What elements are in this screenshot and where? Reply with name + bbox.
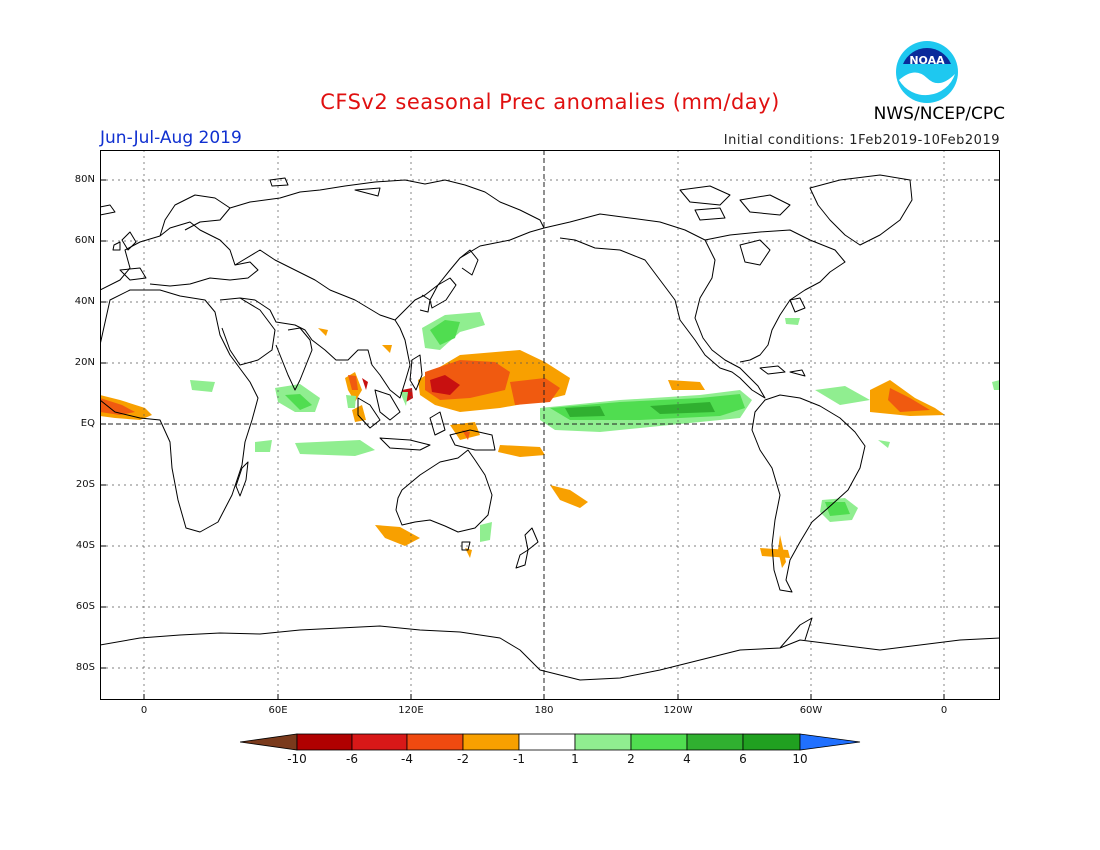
colorbar xyxy=(240,733,861,751)
dry-anomaly-light xyxy=(100,328,945,568)
colorbar-label: 4 xyxy=(683,752,691,766)
season-label: Jun-Jul-Aug 2019 xyxy=(100,128,242,148)
map-title-text: CFSv2 seasonal Prec anomalies (mm/day) xyxy=(320,90,780,114)
colorbar-label: 6 xyxy=(739,752,747,766)
lat-label-eq: EQ xyxy=(80,418,95,429)
colorbar-right-arrow xyxy=(799,733,861,751)
lat-label-60s: 60S xyxy=(75,601,95,612)
lon-label-60w: 60W xyxy=(799,705,823,716)
lat-label-20s: 20S xyxy=(75,479,95,490)
lat-label-40n: 40N xyxy=(74,296,95,307)
lon-label-120e: 120E xyxy=(398,705,424,716)
lat-label-80s: 80S xyxy=(75,662,95,673)
noaa-logo: NOAA xyxy=(896,41,958,103)
lon-label-120w: 120W xyxy=(663,705,693,716)
colorbar-label: -2 xyxy=(457,752,469,766)
precip-anomaly-map xyxy=(100,150,1000,700)
agency-label: NWS/NCEP/CPC xyxy=(873,104,1005,124)
lon-label-60e: 60E xyxy=(268,705,288,716)
lat-label-40s: 40S xyxy=(75,540,95,551)
map-title: CFSv2 seasonal Prec anomalies (mm/day) xyxy=(0,90,1100,114)
lat-label-20n: 20N xyxy=(74,357,95,368)
lat-label-60n: 60N xyxy=(74,235,95,246)
colorbar-label: 2 xyxy=(627,752,635,766)
lon-label-180: 180 xyxy=(534,705,554,716)
colorbar-label: -6 xyxy=(346,752,358,766)
initial-conditions-label: Initial conditions: 1Feb2019-10Feb2019 xyxy=(723,133,1000,148)
colorbar-label: -10 xyxy=(287,752,307,766)
wet-anomaly-moderate xyxy=(285,320,850,516)
wet-anomaly-strong xyxy=(565,402,715,417)
colorbar-label: -1 xyxy=(513,752,525,766)
equator-dateline xyxy=(100,150,1000,700)
colorbar-label: 1 xyxy=(571,752,579,766)
lat-label-80n: 80N xyxy=(74,174,95,185)
coastlines xyxy=(100,174,1000,681)
colorbar-label: 10 xyxy=(792,752,808,766)
lon-label-0-west: 0 xyxy=(140,705,148,716)
tick-marks xyxy=(100,179,1000,700)
grid-lines xyxy=(100,150,1000,700)
colorbar-label: -4 xyxy=(401,752,413,766)
dry-anomaly-moderate xyxy=(100,360,930,440)
dry-anomaly-strong xyxy=(362,375,460,402)
noaa-logo-text: NOAA xyxy=(909,54,945,67)
colorbar-left-arrow xyxy=(240,733,298,751)
lon-label-0-east: 0 xyxy=(940,705,948,716)
